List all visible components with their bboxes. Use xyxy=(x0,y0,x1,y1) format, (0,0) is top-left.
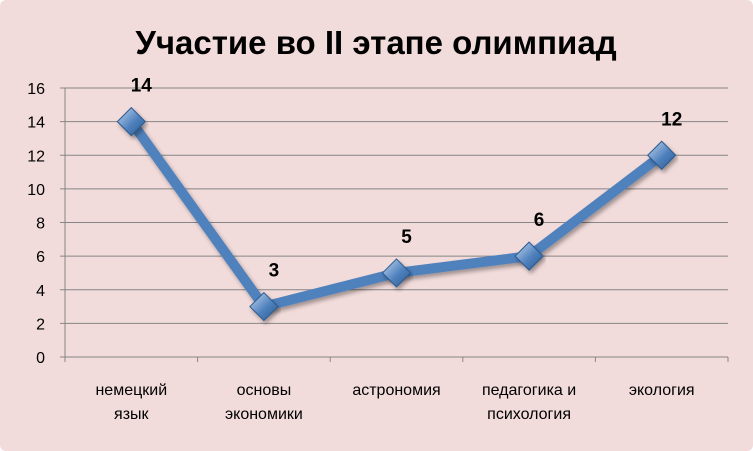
data-point-marker xyxy=(116,106,147,137)
x-tick-label: немецкий язык xyxy=(95,382,167,423)
y-tick-label: 2 xyxy=(36,316,45,333)
x-tick-label: экология xyxy=(629,382,695,399)
series-markers xyxy=(116,106,677,322)
x-tick-label: основы экономики xyxy=(225,382,303,423)
x-axis-tick-labels: немецкий язык основы экономики астрономия пед… xyxy=(95,382,694,423)
data-point-marker xyxy=(249,291,279,322)
x-tick-label: астрономия xyxy=(352,382,440,399)
data-label: 14 xyxy=(131,76,153,97)
y-tick-label: 16 xyxy=(27,81,45,98)
y-tick-label: 6 xyxy=(36,249,45,266)
data-label: 5 xyxy=(401,227,412,248)
axes xyxy=(64,88,729,362)
y-tick-label: 12 xyxy=(27,148,45,165)
y-tick-label: 4 xyxy=(36,283,45,300)
y-tick-label: 0 xyxy=(36,350,45,367)
x-tick-label: педагогика и психология xyxy=(482,382,576,423)
chart-title: Участие во II этапе олимпиад xyxy=(135,24,616,61)
data-point-marker xyxy=(646,140,677,170)
data-label: 12 xyxy=(661,109,682,130)
y-axis-tick-labels: 0 2 4 6 8 10 12 14 16 xyxy=(27,81,45,367)
y-tick-label: 8 xyxy=(36,216,45,233)
data-point-marker xyxy=(381,258,412,288)
y-tick-label: 14 xyxy=(27,115,45,132)
y-tick-label: 10 xyxy=(27,182,45,199)
data-point-marker xyxy=(514,241,544,271)
data-label: 3 xyxy=(269,261,280,282)
data-labels: 14 3 5 6 12 xyxy=(131,76,683,282)
data-label: 6 xyxy=(534,210,545,231)
